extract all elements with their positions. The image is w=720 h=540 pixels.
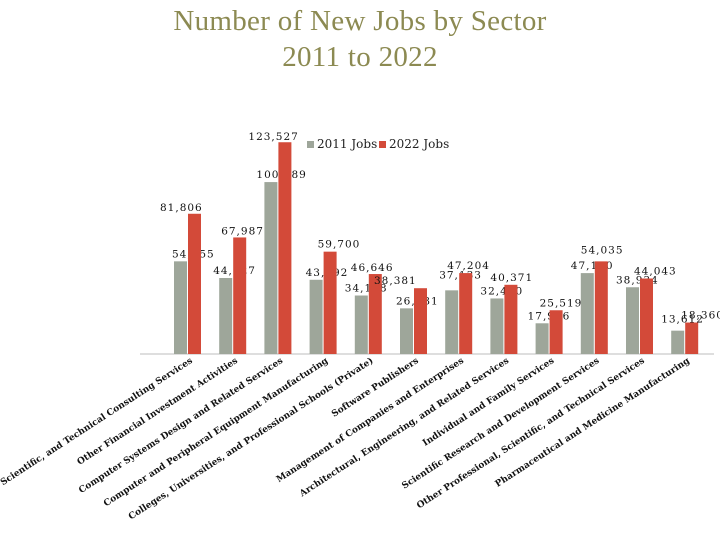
bar-2011-7 bbox=[490, 298, 504, 354]
value-label-2022-3: 59,700 bbox=[318, 239, 361, 251]
value-label-2022-2: 123,527 bbox=[248, 131, 298, 143]
bar-2022-1 bbox=[233, 237, 247, 354]
value-label-2022-9: 54,035 bbox=[581, 244, 624, 256]
legend-label-2022: 2022 Jobs bbox=[389, 137, 449, 151]
bar-2011-0 bbox=[174, 261, 187, 354]
bar-2011-2 bbox=[264, 182, 278, 354]
category-label-2: Computer Systems Design and Related Serv… bbox=[77, 356, 285, 496]
bar-2022-9 bbox=[594, 261, 608, 354]
value-label-2022-11: 18,360 bbox=[681, 310, 720, 322]
chart-title-line-2: 2011 to 2022 bbox=[282, 41, 438, 73]
bar-2022-4 bbox=[368, 274, 382, 354]
value-label-2022-0: 81,806 bbox=[160, 202, 203, 214]
value-label-2022-1: 67,987 bbox=[221, 225, 264, 237]
bar-2022-5 bbox=[414, 288, 427, 354]
chart-title-line-1: Number of New Jobs by Sector bbox=[173, 5, 547, 37]
bar-2022-11 bbox=[685, 322, 699, 354]
bar-2011-6 bbox=[445, 290, 459, 354]
bar-2011-4 bbox=[354, 295, 368, 354]
category-label-7: Architectural, Engineering, and Related … bbox=[297, 356, 511, 500]
bar-2022-0 bbox=[188, 213, 201, 354]
value-label-2022-7: 40,371 bbox=[490, 272, 533, 284]
bar-2011-1 bbox=[219, 278, 233, 354]
bar-2011-3 bbox=[309, 279, 323, 354]
bar-2011-9 bbox=[580, 273, 594, 354]
legend-swatch-2011 bbox=[307, 141, 314, 148]
bar-2022-3 bbox=[323, 251, 337, 354]
value-label-2022-8: 25,519 bbox=[540, 297, 583, 309]
bar-2011-8 bbox=[535, 323, 549, 354]
value-label-2022-10: 44,043 bbox=[634, 265, 677, 277]
bar-2022-6 bbox=[459, 273, 473, 354]
bar-2011-10 bbox=[626, 287, 639, 354]
legend-swatch-2022 bbox=[379, 141, 386, 148]
bar-2011-5 bbox=[400, 308, 413, 354]
bar-2022-10 bbox=[640, 278, 653, 354]
bar-2022-8 bbox=[549, 310, 563, 354]
bar-2022-2 bbox=[278, 142, 292, 354]
legend-label-2011: 2011 Jobs bbox=[317, 137, 377, 151]
category-label-1: Other Financial Investment Activities bbox=[76, 356, 240, 467]
value-label-2022-4: 46,646 bbox=[351, 262, 394, 274]
bar-2022-7 bbox=[504, 284, 518, 354]
value-label-2022-5: 38,381 bbox=[374, 275, 417, 287]
value-label-2011-8: 17,916 bbox=[528, 310, 571, 322]
bar-2011-11 bbox=[671, 330, 685, 354]
value-label-2022-6: 47,204 bbox=[447, 260, 490, 272]
